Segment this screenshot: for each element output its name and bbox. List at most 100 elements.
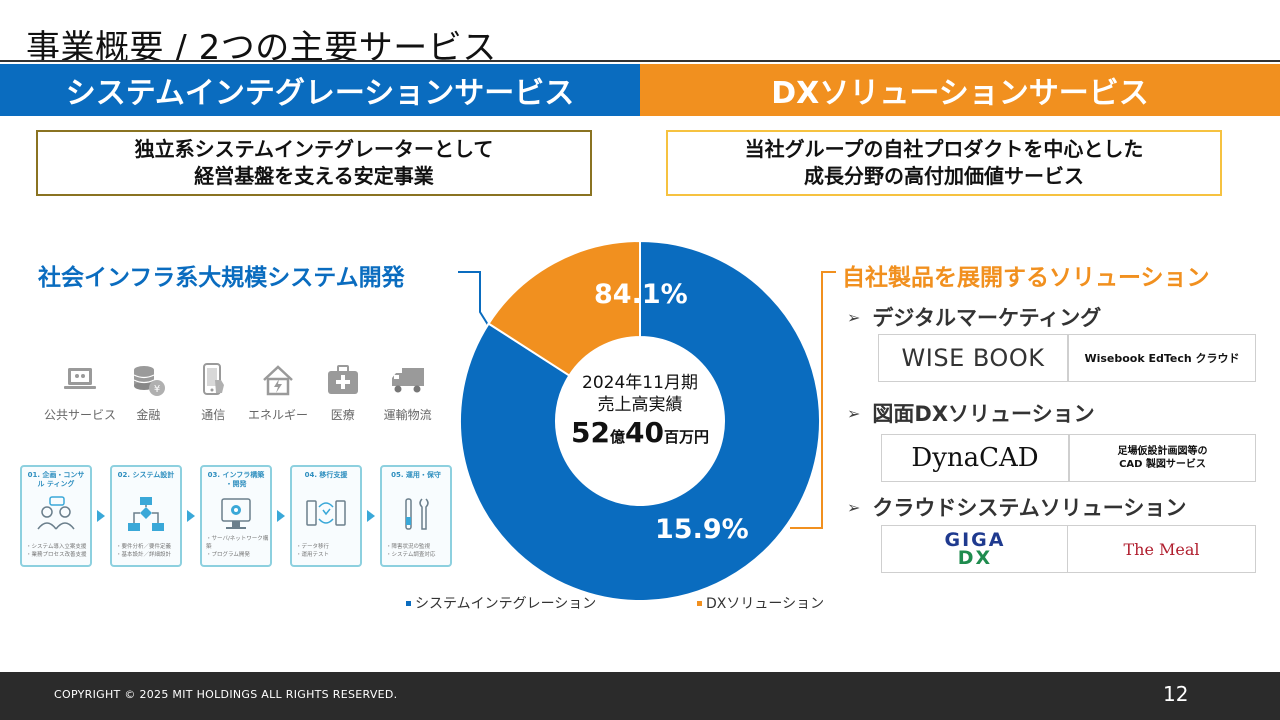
- solution-cloud-system: ➢ クラウドシステムソリューション: [847, 492, 1186, 522]
- process-arrow: [92, 464, 110, 568]
- process-step-consulting: 01. 企画・コンサル ティング ・システム導入立案支援 ・業務プロセス改善支援: [20, 465, 92, 567]
- process-note: ・障害状況の監視: [386, 544, 431, 550]
- unit-oku: 億: [609, 428, 625, 446]
- si-percent-label: 84.1%: [594, 279, 688, 310]
- process-note: ・プログラム開発: [206, 552, 250, 558]
- legend-label-dx: DXソリューション: [706, 596, 825, 612]
- svg-text:¥: ¥: [154, 384, 160, 395]
- process-step-operation: 05. 運用・保守 ・障害状況の監視 ・システム調査対応: [380, 465, 452, 567]
- process-step-title: 03. インフラ構築 ・開発: [207, 471, 265, 488]
- si-summary-line1: 独立系システムインテグレーターとして: [134, 137, 494, 161]
- process-note: ・運用テスト: [296, 552, 330, 558]
- si-summary-line2: 経営基盤を支える安定事業: [194, 164, 434, 188]
- sector-label: 金融: [136, 408, 161, 422]
- sector-public: 公共サービス: [44, 362, 116, 430]
- process-step-notes: ・要件分析／要件定義 ・基本設計／詳細設計: [116, 543, 171, 559]
- flowchart-icon: [128, 497, 164, 531]
- sector-label: エネルギー: [247, 408, 308, 422]
- process-step-title: 02. システム設計: [117, 471, 175, 479]
- the-meal-logo: The Meal: [1067, 525, 1256, 573]
- process-arrow: [182, 464, 200, 568]
- solution-label: クラウドシステムソリューション: [872, 496, 1187, 520]
- amount-million: 40: [625, 416, 664, 449]
- chevron-right-icon: ➢: [847, 307, 861, 327]
- sector-telecom: 通信: [181, 362, 246, 430]
- coins-icon: ¥: [134, 366, 166, 396]
- cad-drafting-service-box: 足場仮設計画図等の CAD 製図サービス: [1069, 434, 1256, 482]
- smartphone-icon: [203, 363, 225, 395]
- solution-label: 図面DXソリューション: [872, 402, 1095, 426]
- donut-slice-dx: [487, 240, 641, 377]
- meeting-icon: [37, 496, 75, 530]
- process-step-notes: ・データ移行 ・運用テスト: [296, 543, 329, 559]
- process-step-notes: ・サーバ/ネットワーク構築 ・プログラム開発: [206, 535, 270, 559]
- giga-dx-logo: GIGA DX: [881, 525, 1069, 573]
- chevron-right-icon: ➢: [847, 497, 861, 517]
- dynacad-logo: DynaCAD: [881, 434, 1069, 482]
- wisebook-logo-text: WISE BOOK: [901, 344, 1045, 372]
- process-step-notes: ・障害状況の監視 ・システム調査対応: [386, 543, 435, 559]
- si-summary-box: 独立系システムインテグレーターとして 経営基盤を支える安定事業: [36, 130, 592, 196]
- laptop-icon: [64, 368, 96, 389]
- sector-icons: 公共サービス ¥ 金融 通信 エネルギー 医療 運輸物流: [44, 362, 440, 430]
- process-note: ・サーバ/ネットワーク構築: [206, 536, 269, 550]
- process-flow: 01. 企画・コンサル ティング ・システム導入立案支援 ・業務プロセス改善支援…: [20, 464, 454, 568]
- dx-percent-label: 15.9%: [655, 514, 749, 545]
- legend-label-si: システムインテグレーション: [415, 596, 597, 612]
- fiscal-period: 2024年11月期: [582, 373, 698, 393]
- sector-label: 公共サービス: [44, 408, 117, 422]
- legend-swatch-dx: [697, 600, 702, 606]
- solution-digital-marketing: ➢ デジタルマーケティング: [847, 302, 1101, 332]
- legend-si: システムインテグレーション: [406, 593, 596, 613]
- wisebook-edtech-text: Wisebook EdTech クラウド: [1084, 352, 1240, 365]
- cad-service-line2: CAD 製図サービス: [1119, 459, 1206, 470]
- process-arrow: [272, 464, 290, 568]
- donut-center-text: 2024年11月期 売上高実績 52億40百万円: [555, 372, 725, 454]
- sector-logistics: 運輸物流: [375, 362, 440, 430]
- copyright-text: COPYRIGHT © 2025 MIT HOLDINGS ALL RIGHTS…: [54, 688, 398, 701]
- chevron-right-icon: ➢: [847, 403, 861, 423]
- cad-service-line1: 足場仮設計画図等の: [1117, 446, 1208, 457]
- process-step-title: 05. 運用・保守: [391, 471, 441, 479]
- process-step-title: 01. 企画・コンサル ティング: [27, 471, 85, 488]
- revenue-amount: 52億40百万円: [555, 416, 725, 454]
- process-step-title: 04. 移行支援: [304, 471, 348, 479]
- dx-summary-box: 当社グループの自社プロダクトを中心とした 成長分野の高付加価値サービス: [666, 130, 1222, 196]
- process-note: ・業務プロセス改善支援: [26, 552, 87, 558]
- si-heading: 社会インフラ系大規模システム開発: [38, 265, 405, 291]
- wisebook-edtech-logo: Wisebook EdTech クラウド: [1068, 334, 1256, 382]
- medical-kit-icon: [327, 365, 358, 394]
- amount-oku: 52: [571, 416, 610, 449]
- process-note: ・要件分析／要件定義: [116, 544, 172, 550]
- process-step-infra: 03. インフラ構築 ・開発 ・サーバ/ネットワーク構築 ・プログラム開発: [200, 465, 272, 567]
- dx-summary-line2: 成長分野の高付加価値サービス: [804, 164, 1084, 188]
- dx-service-band: DXソリューションサービス: [640, 64, 1280, 116]
- truck-icon: [391, 368, 424, 393]
- sector-medical: 医療: [310, 362, 375, 430]
- dx-service-title: DXソリューションサービス: [771, 76, 1149, 111]
- tools-icon: [405, 498, 429, 530]
- giga-text: GIGA: [944, 529, 1006, 551]
- title-divider: [0, 60, 1280, 62]
- si-service-band: システムインテグレーションサービス: [0, 64, 640, 116]
- process-note: ・基本設計／詳細設計: [116, 552, 172, 558]
- process-note: ・システム調査対応: [386, 552, 436, 558]
- unit-million: 百万円: [663, 428, 709, 446]
- sector-finance: ¥ 金融: [116, 362, 181, 430]
- dx-heading: 自社製品を展開するソリューション: [842, 265, 1210, 291]
- migration-icon: [306, 500, 346, 526]
- legend-swatch-si: [406, 600, 411, 606]
- monitor-gear-icon: [221, 498, 251, 529]
- process-step-notes: ・システム導入立案支援 ・業務プロセス改善支援: [26, 543, 87, 559]
- house-energy-icon: [263, 365, 293, 396]
- process-note: ・システム導入立案支援: [26, 544, 87, 550]
- wisebook-logo: WISE BOOK: [878, 334, 1068, 382]
- page-number: 12: [1163, 682, 1189, 706]
- the-meal-logo-text: The Meal: [1123, 539, 1200, 559]
- solution-label: デジタルマーケティング: [872, 306, 1102, 330]
- sector-label: 運輸物流: [383, 408, 432, 422]
- process-step-migration: 04. 移行支援 ・データ移行 ・運用テスト: [290, 465, 362, 567]
- dx-text: DX: [957, 547, 993, 569]
- footer-bar: COPYRIGHT © 2025 MIT HOLDINGS ALL RIGHTS…: [0, 672, 1280, 720]
- process-note: ・データ移行: [296, 544, 330, 550]
